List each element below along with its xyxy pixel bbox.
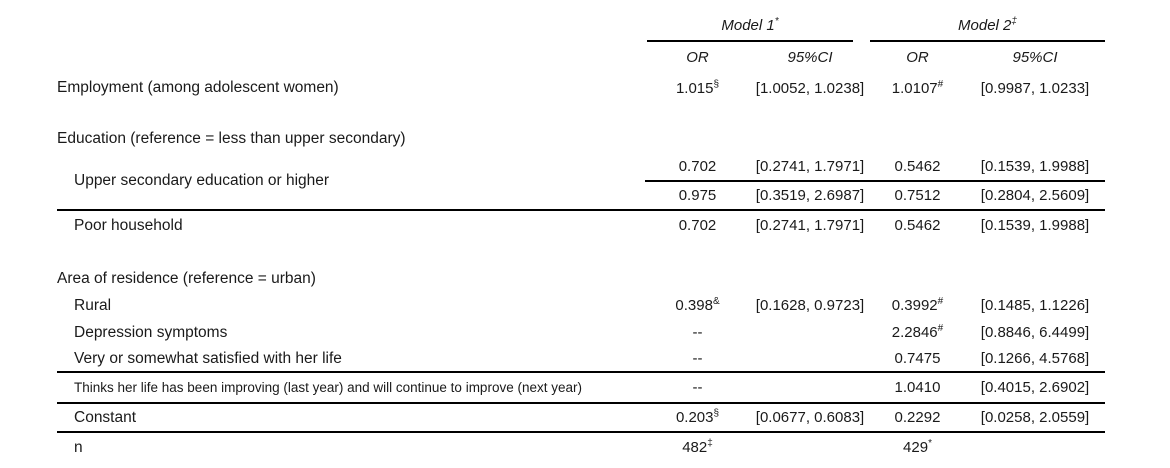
model1-superscript: * [774, 16, 779, 27]
superscript: # [937, 323, 944, 334]
or2-value: 0.3992 [891, 297, 938, 314]
or2-cell: 0.5462 [870, 209, 965, 240]
ci1-cell [750, 346, 870, 372]
table-row-rural: Rural 0.398& [0.1628, 0.9723] 0.3992# [0… [57, 292, 1105, 319]
model2-label: Model 2 [958, 17, 1012, 34]
subheader-row: OR 95%CI OR 95%CI [57, 42, 1105, 72]
or2-cell: 1.0410 [870, 371, 965, 403]
regression-table: Model 1* Model 2‡ OR 95%CI OR 95%CI Empl… [57, 12, 1105, 462]
ci1-cell: [0.1628, 0.9723] [755, 297, 865, 314]
ci2-cell: [0.4015, 2.6902] [965, 371, 1105, 403]
ci2-cell: [0.9987, 1.0233] [980, 79, 1090, 97]
model-header-row: Model 1* Model 2‡ [57, 12, 1105, 42]
row-label: Employment (among adolescent women) [57, 79, 339, 96]
or1-cell: 0.398& [645, 292, 750, 319]
or2-cell: 2.2846# [870, 319, 965, 346]
row-label: Depression symptoms [74, 323, 228, 341]
or1-value: 482 [682, 439, 708, 456]
superscript: ‡ [707, 438, 713, 449]
table-row-upper-secondary-a: Upper secondary education or higher 0.70… [57, 152, 1105, 189]
table-row-poor-household: Poor household 0.702 [0.2741, 1.7971] 0.… [57, 209, 1105, 240]
row-label: n [57, 431, 645, 462]
superscript: # [937, 296, 944, 307]
or2-cell: 0.3992# [870, 292, 965, 319]
or2-cell: 0.2292 [870, 402, 965, 432]
or1-value: 0.203 [675, 409, 714, 426]
or2-cell: 0.5462 [894, 157, 941, 175]
table-row-life-satisfaction: Very or somewhat satisfied with her life… [57, 346, 1105, 372]
section-row-area-of-residence: Area of residence (reference = urban) [57, 266, 1105, 292]
model1-label: Model 1 [721, 17, 775, 34]
or2-value: 429 [903, 439, 929, 456]
table-row-employment: Employment (among adolescent women) 1.01… [57, 72, 1105, 104]
ci1-cell [750, 371, 870, 403]
or2-cell: 0.7512 [870, 180, 965, 210]
superscript: & [712, 296, 720, 307]
or1-cell: 0.702 [678, 157, 717, 175]
or-column-header-model1: OR [686, 48, 709, 66]
or1-cell: 0.702 [645, 209, 750, 240]
or1-cell: 1.015§ [645, 72, 750, 104]
ci1-cell: [1.0052, 1.0238] [755, 79, 865, 97]
model2-header: Model 2‡ [870, 17, 1105, 42]
table-row-constant: Constant 0.203§ [0.0677, 0.6083] 0.2292 … [57, 402, 1105, 432]
empty-corner-cell [57, 12, 645, 42]
or1-cell: 0.975 [645, 180, 750, 210]
or1-value: 1.015 [675, 79, 714, 97]
or2-value: 1.0107 [891, 79, 938, 97]
row-label: Poor household [57, 209, 645, 240]
section-row-education: Education (reference = less than upper s… [57, 126, 1105, 152]
or1-value: 0.398 [675, 297, 713, 314]
table-row-n: n 482‡ 429* [57, 431, 1105, 462]
section-label: Area of residence (reference = urban) [57, 270, 316, 287]
ci1-cell: [0.0677, 0.6083] [750, 402, 870, 432]
row-label: Constant [57, 402, 645, 432]
superscript: * [928, 438, 932, 449]
or-column-header-model2: OR [906, 48, 929, 66]
row-label: Rural [74, 296, 112, 314]
ci1-cell: [0.2741, 1.7971] [750, 209, 870, 240]
or2-cell: 0.7475 [894, 350, 941, 367]
empty-label-cell [57, 42, 645, 72]
ci2-cell: [0.8846, 6.4499] [980, 324, 1090, 341]
spacer-row [57, 240, 1105, 266]
ci1-cell [750, 431, 870, 462]
row-label: Upper secondary education or higher [74, 171, 330, 189]
or2-cell: 1.0107# [870, 72, 965, 104]
row-label: Very or somewhat satisfied with her life [74, 349, 342, 367]
table-row-life-improving: Thinks her life has been improving (last… [57, 371, 1105, 403]
ci2-cell: [0.1266, 4.5768] [980, 350, 1090, 367]
spacer-row [57, 104, 1105, 126]
ci-column-header-model1: 95%CI [787, 48, 833, 66]
ci-column-header-model2: 95%CI [1012, 48, 1058, 66]
table-row-upper-secondary-b: 0.975 [0.3519, 2.6987] 0.7512 [0.2804, 2… [57, 180, 1105, 210]
ci2-cell: [0.1485, 1.1226] [980, 297, 1090, 314]
or2-cell: 429* [870, 431, 965, 462]
ci1-cell [750, 319, 870, 346]
ci2-cell: [0.1539, 1.9988] [980, 157, 1090, 175]
or1-cell: -- [645, 371, 750, 403]
or1-cell: -- [692, 350, 703, 367]
ci1-cell: [0.3519, 2.6987] [750, 180, 870, 210]
or1-cell: 0.203§ [645, 402, 750, 432]
superscript: § [713, 78, 720, 90]
model1-header-cell: Model 1* [645, 12, 870, 42]
ci2-cell: [0.1539, 1.9988] [965, 209, 1105, 240]
superscript: # [937, 78, 944, 90]
model1-header: Model 1* [647, 17, 853, 42]
or1-cell: -- [692, 324, 703, 341]
or2-value: 2.2846 [891, 324, 938, 341]
or1-cell: 482‡ [645, 431, 750, 462]
model2-superscript: ‡ [1011, 16, 1017, 27]
ci1-cell: [0.2741, 1.7971] [755, 157, 865, 175]
ci2-cell [965, 431, 1105, 462]
table-row-depression-symptoms: Depression symptoms -- 2.2846# [0.8846, … [57, 319, 1105, 346]
section-label: Education (reference = less than upper s… [57, 130, 406, 147]
superscript: § [713, 408, 720, 419]
ci2-cell: [0.0258, 2.0559] [965, 402, 1105, 432]
ci2-cell: [0.2804, 2.5609] [965, 180, 1105, 210]
model2-header-cell: Model 2‡ [870, 12, 1105, 42]
row-label: Thinks her life has been improving (last… [57, 371, 645, 403]
